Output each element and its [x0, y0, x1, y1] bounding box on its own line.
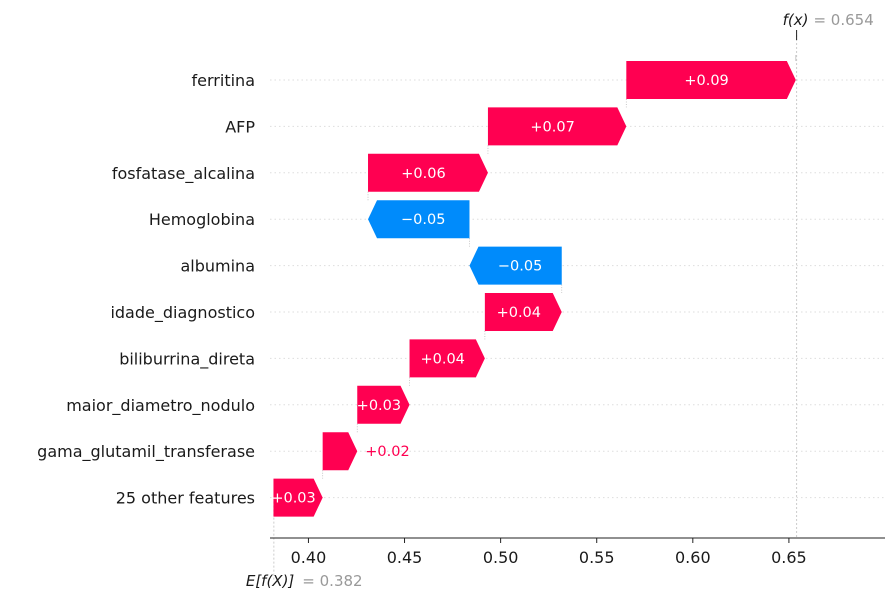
bar-gama-glutamil-transferase [322, 432, 358, 471]
bar-25-other-features [273, 478, 323, 517]
feature-label: biliburrina_direta [119, 349, 255, 369]
x-tick-label: 0.50 [483, 548, 519, 567]
final-value-annotation: f(x) = 0.654 [783, 11, 874, 29]
bar-value-label: −0.05 [401, 212, 445, 228]
base-value-eq: = 0.382 [302, 572, 362, 590]
feature-label: 25 other features [116, 489, 255, 508]
feature-label: AFP [225, 117, 255, 136]
x-tick-label: 0.55 [579, 548, 615, 567]
bar-fosfatase-alcalina [368, 153, 488, 192]
bar-value-label: +0.09 [684, 73, 728, 89]
feature-label: albumina [180, 257, 255, 276]
base-value-annotation: E[f(X)] = 0.382 [246, 572, 363, 590]
bar-hemoglobina [368, 200, 470, 239]
bar-value-label: −0.05 [498, 259, 542, 275]
x-tick-label: 0.45 [387, 548, 423, 567]
x-tick-label: 0.40 [291, 548, 327, 567]
bar-value-label: +0.03 [271, 491, 315, 507]
bar-value-label: +0.03 [357, 398, 401, 414]
bar-afp [487, 107, 627, 146]
base-value-expr: E[f(X)] [246, 572, 295, 590]
bars-layer: +0.09 +0.07 +0.06 −0.05 −0.05 +0.04 +0.04 +0.03… [271, 61, 796, 517]
bar-albumina [469, 246, 562, 285]
x-tick-label: 0.65 [771, 548, 807, 567]
feature-label: maior_diametro_nodulo [66, 396, 255, 416]
feature-labels: ferritina AFP fosfatase_alcalina Hemoglobin… [37, 71, 255, 508]
x-axis: 0.40 0.45 0.50 0.55 0.60 0.65 [270, 537, 885, 567]
bar-value-label: +0.04 [497, 305, 541, 321]
bar-value-label: +0.04 [420, 351, 464, 367]
feature-label: idade_diagnostico [110, 303, 255, 323]
feature-label: ferritina [192, 71, 255, 90]
bar-value-label: +0.02 [365, 444, 409, 460]
bar-biliburrina-direta [409, 339, 485, 378]
feature-label: gama_glutamil_transferase [37, 442, 255, 462]
bar-value-label: +0.06 [401, 166, 445, 182]
bar-idade-diagnostico [484, 293, 562, 331]
bar-maior-diametro-nodulo [357, 385, 410, 424]
final-value-expr: f(x) [783, 11, 809, 29]
x-tick-label: 0.60 [675, 548, 711, 567]
bar-ferritina [626, 61, 796, 99]
annotations: f(x) = 0.654 E[f(X)] = 0.382 [246, 11, 874, 590]
final-value-eq: = 0.654 [813, 11, 873, 29]
feature-label: fosfatase_alcalina [112, 164, 255, 184]
bar-value-label: +0.07 [530, 119, 574, 135]
feature-label: Hemoglobina [149, 210, 255, 229]
